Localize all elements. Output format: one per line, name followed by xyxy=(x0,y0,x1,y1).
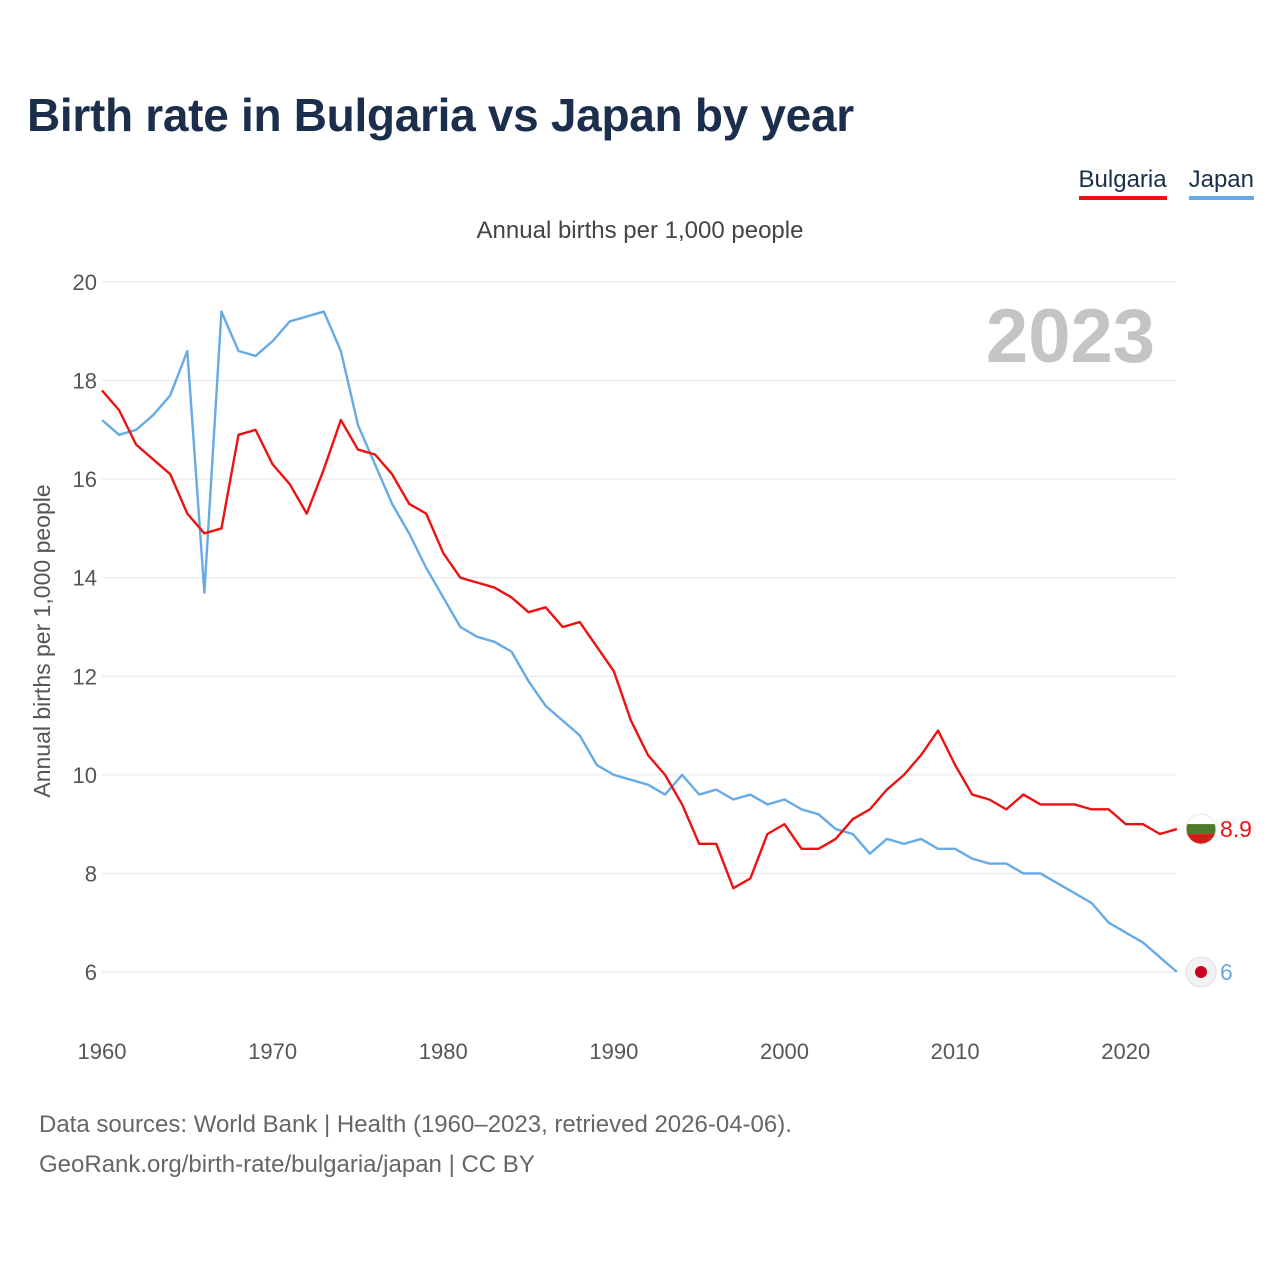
y-tick-label: 18 xyxy=(73,369,97,394)
y-tick-label: 6 xyxy=(85,960,97,985)
legend: Bulgaria Japan xyxy=(1078,166,1254,200)
series-line-bulgaria xyxy=(101,389,1178,890)
x-tick-label: 2020 xyxy=(1101,1039,1150,1064)
chart-subtitle: Annual births per 1,000 people xyxy=(476,217,804,244)
end-value-label-bulgaria: 8.9 xyxy=(1220,816,1252,842)
y-tick-label: 10 xyxy=(73,763,97,788)
chart-title: Birth rate in Bulgaria vs Japan by year xyxy=(27,89,854,141)
japan-flag-icon xyxy=(1185,956,1217,988)
y-tick-label: 8 xyxy=(85,861,97,886)
legend-item-bulgaria[interactable]: Bulgaria xyxy=(1078,166,1167,200)
x-tick-label: 2010 xyxy=(931,1039,980,1064)
y-tick-label: 14 xyxy=(73,566,97,591)
bulgaria-flag-icon xyxy=(1185,813,1217,845)
legend-item-japan[interactable]: Japan xyxy=(1188,166,1254,200)
x-tick-label: 1960 xyxy=(78,1039,127,1064)
x-tick-label: 1970 xyxy=(248,1039,297,1064)
x-tick-label: 1990 xyxy=(589,1039,638,1064)
y-axis-label: Annual births per 1,000 people xyxy=(29,484,55,797)
y-tick-label: 16 xyxy=(73,467,97,492)
year-label: 2023 xyxy=(986,294,1155,379)
y-tick-label: 12 xyxy=(73,664,97,689)
x-tick-label: 1980 xyxy=(419,1039,468,1064)
data-source-text: Data sources: World Bank | Health (1960–… xyxy=(39,1111,792,1138)
attribution-text[interactable]: GeoRank.org/birth-rate/bulgaria/japan | … xyxy=(39,1151,535,1178)
footer: Data sources: World Bank | Health (1960–… xyxy=(39,1105,792,1185)
series-line-japan xyxy=(101,310,1178,973)
y-tick-label: 20 xyxy=(73,270,97,295)
end-value-label-japan: 6 xyxy=(1220,959,1233,985)
x-tick-label: 2000 xyxy=(760,1039,809,1064)
